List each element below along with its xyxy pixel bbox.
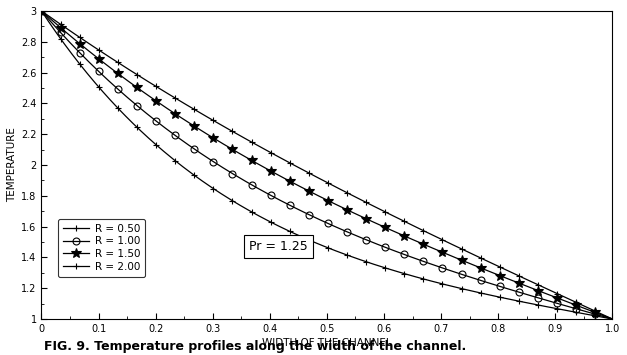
X-axis label: WIDTH OF THE CHANNEL: WIDTH OF THE CHANNEL: [262, 338, 392, 348]
Legend: R = 0.50, R = 1.00, R = 1.50, R = 2.00: R = 0.50, R = 1.00, R = 1.50, R = 2.00: [58, 219, 145, 277]
Text: FIG. 9. Temperature profiles along the width of the channel.: FIG. 9. Temperature profiles along the w…: [44, 340, 466, 353]
Text: Pr = 1.25: Pr = 1.25: [249, 240, 308, 253]
Y-axis label: TEMPERATURE: TEMPERATURE: [7, 127, 17, 202]
